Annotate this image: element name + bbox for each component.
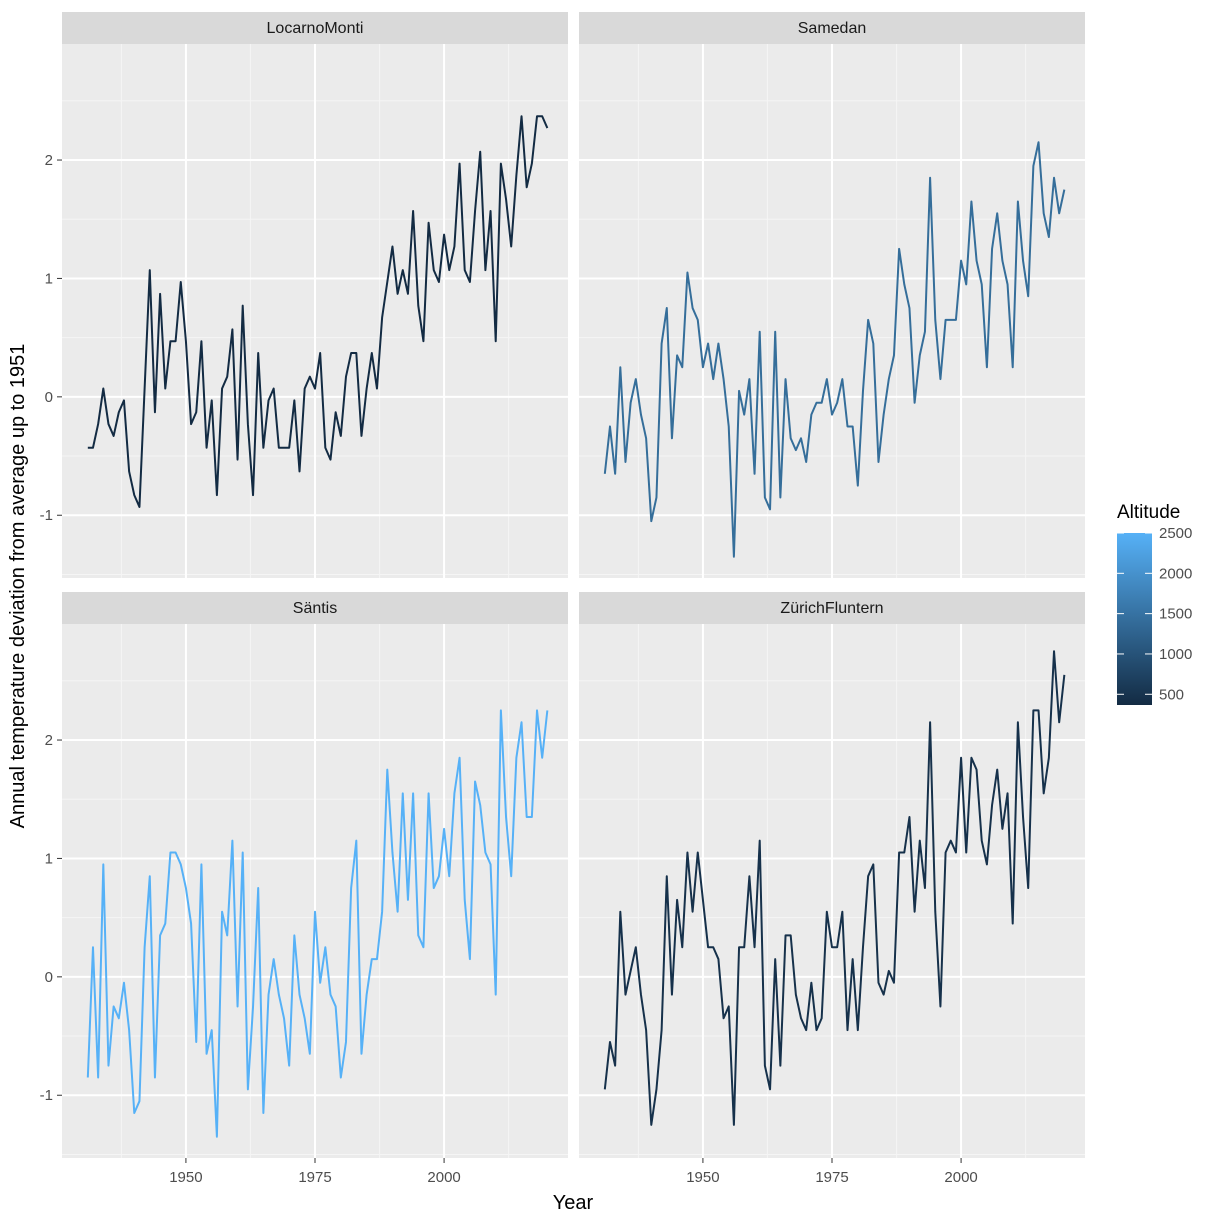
strip-zurichfluntern: [579, 592, 1085, 624]
y-tick-label: -1: [40, 1087, 53, 1104]
panel-locarnomonti: LocarnoMonti: [62, 12, 568, 578]
legend-title: Altitude: [1117, 502, 1180, 523]
strip-label-samedan: Samedan: [798, 20, 867, 37]
strip-label-santis: Säntis: [293, 600, 337, 617]
y-tick-label: -1: [40, 507, 53, 524]
series-line-samedan: [603, 141, 1066, 558]
x-tick-label: 1975: [298, 1169, 331, 1186]
legend-tick-label: 2500: [1159, 525, 1192, 542]
y-tick-label: 0: [45, 389, 53, 406]
y-tick-label: 0: [45, 969, 53, 986]
series-line-locarnomonti: [87, 115, 549, 508]
y-tick-label: 2: [45, 732, 53, 749]
facet-panels: LocarnoMonti Samedan Säntis ZürichFluntern: [62, 12, 1085, 1158]
legend-tick-label: 2000: [1159, 565, 1192, 582]
x-tick-label: 2000: [427, 1169, 460, 1186]
y-tick-label: 1: [45, 270, 53, 287]
strip-label-zurichfluntern: ZürichFluntern: [780, 600, 883, 617]
y-tick-label: 2: [45, 152, 53, 169]
legend-tick-label: 1000: [1159, 646, 1192, 663]
legend-colorbar: [1117, 533, 1152, 705]
series-line-zurichfluntern: [603, 650, 1066, 1126]
x-axis-title: Year: [553, 1192, 594, 1214]
panel-samedan: Samedan: [579, 12, 1085, 578]
x-tick-label: 1950: [169, 1169, 202, 1186]
legend-tick-label: 1500: [1159, 606, 1192, 623]
strip-locarnomonti: [62, 12, 568, 44]
strip-santis: [62, 592, 568, 624]
x-tick-label: 1975: [815, 1169, 848, 1186]
panel-santis: Säntis: [62, 592, 568, 1158]
x-tick-label: 1950: [686, 1169, 719, 1186]
x-tick-label: 2000: [944, 1169, 977, 1186]
strip-label-locarnomonti: LocarnoMonti: [267, 20, 364, 37]
y-axis-title: Annual temperature deviation from averag…: [7, 344, 29, 829]
shared-axes: -1 0 1 2 -1 0 1 2 1950 1975 2000 1950 1975 2000: [40, 152, 978, 1186]
legend-tick-label: 500: [1159, 686, 1184, 703]
altitude-legend: Altitude 500 1000 1500 2000 2500: [1117, 502, 1192, 705]
strip-samedan: [579, 12, 1085, 44]
y-tick-label: 1: [45, 850, 53, 867]
series-line-santis: [86, 709, 549, 1138]
panel-zurichfluntern: ZürichFluntern: [579, 592, 1085, 1158]
